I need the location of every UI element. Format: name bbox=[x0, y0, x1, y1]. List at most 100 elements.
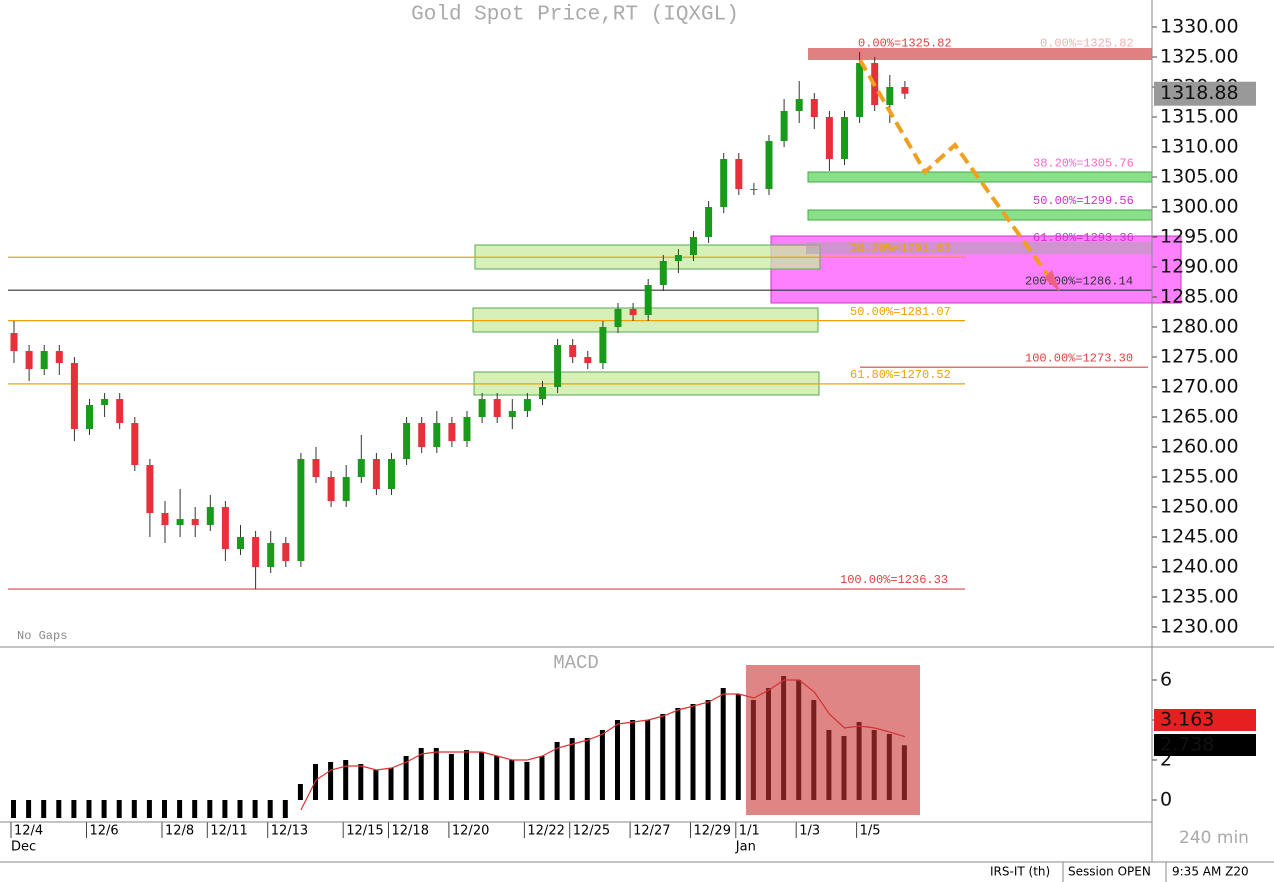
x-tick-label: 12/18 bbox=[392, 824, 429, 839]
candle-body bbox=[705, 207, 713, 238]
candle-body bbox=[55, 351, 63, 364]
histogram-bar bbox=[448, 754, 454, 800]
level-label: 0.00%=1325.82 bbox=[858, 36, 952, 50]
candle-body bbox=[388, 459, 395, 490]
candle-body bbox=[886, 87, 894, 106]
candle-body bbox=[765, 141, 773, 190]
histogram-bar bbox=[660, 714, 666, 800]
y-tick-label: 1275.00 bbox=[1160, 346, 1239, 368]
histogram-bar bbox=[343, 760, 349, 800]
signal-value: 3.163 bbox=[1160, 709, 1214, 731]
candle-body bbox=[463, 417, 471, 442]
candle-body bbox=[478, 399, 486, 418]
histogram-bar bbox=[26, 800, 32, 818]
y-tick-label: 1315.00 bbox=[1160, 106, 1239, 128]
histogram-bar bbox=[328, 762, 334, 800]
candle-body bbox=[690, 237, 697, 256]
histogram-bar bbox=[735, 694, 741, 800]
y-tick-label: 1235.00 bbox=[1160, 586, 1239, 608]
histogram-bar bbox=[584, 738, 590, 800]
x-tick-label: 12/20 bbox=[452, 824, 489, 839]
histogram-bar bbox=[41, 800, 47, 818]
histogram-bar bbox=[569, 738, 575, 800]
histogram-bar bbox=[720, 688, 726, 800]
candle-body bbox=[584, 357, 592, 364]
y-tick-label: 1255.00 bbox=[1160, 466, 1239, 488]
level-label: 38.20%=1305.76 bbox=[1033, 157, 1134, 171]
candle-body bbox=[795, 99, 803, 112]
histogram-bar bbox=[599, 730, 605, 800]
histogram-bar bbox=[222, 800, 228, 818]
histogram-bar bbox=[388, 768, 394, 800]
histogram-bar bbox=[252, 800, 258, 818]
candle-body bbox=[101, 399, 109, 406]
histogram-bar bbox=[131, 800, 137, 818]
histogram-bar bbox=[207, 800, 213, 818]
candle-body bbox=[116, 399, 124, 424]
candle-body bbox=[539, 387, 546, 400]
price-panel: 1230.00 1235.00 1240.00 1245.00 1250.00 1255.… bbox=[8, 16, 1256, 855]
value-box bbox=[1154, 734, 1256, 756]
histogram-bar bbox=[645, 720, 651, 800]
candle-body bbox=[221, 507, 229, 550]
y-tick-label: 1325.00 bbox=[1160, 46, 1239, 68]
histogram-bar bbox=[524, 762, 530, 800]
candle-body bbox=[720, 159, 728, 208]
histogram-bar bbox=[690, 704, 696, 800]
candle-body bbox=[599, 327, 607, 364]
x-tick-label: 12/15 bbox=[346, 824, 383, 839]
histogram-bar bbox=[192, 800, 198, 818]
x-tick-label: 12/8 bbox=[165, 824, 194, 839]
y-tick-label: 1295.00 bbox=[1160, 226, 1239, 248]
level-label: 100.00%=1236.33 bbox=[840, 573, 948, 587]
histogram-bar bbox=[101, 800, 107, 818]
histogram-bar bbox=[373, 770, 379, 800]
status: Session OPEN bbox=[1068, 865, 1151, 879]
y-tick-label: 1330.00 bbox=[1160, 16, 1239, 38]
y-tick-label: 1230.00 bbox=[1160, 616, 1239, 638]
candle-body bbox=[554, 345, 562, 388]
histogram-bar bbox=[539, 756, 545, 800]
candle-body bbox=[10, 333, 18, 352]
candle-body bbox=[312, 459, 320, 478]
y-tick-label: 1300.00 bbox=[1160, 196, 1239, 218]
level-label: 61.80%=1270.52 bbox=[850, 368, 951, 382]
histogram-bar bbox=[282, 800, 288, 818]
candle-body bbox=[252, 537, 260, 568]
candle-body bbox=[780, 111, 788, 142]
histogram-bar bbox=[358, 764, 364, 800]
candle-body bbox=[206, 507, 214, 526]
candle-body bbox=[659, 261, 667, 286]
value-box bbox=[1154, 709, 1256, 731]
candle-body bbox=[614, 309, 622, 328]
histogram-bar bbox=[56, 800, 62, 818]
x-tick-label: 12/11 bbox=[210, 824, 247, 839]
candle-body bbox=[841, 117, 848, 160]
y-tick-label: 1285.00 bbox=[1160, 286, 1239, 308]
histogram-bar bbox=[267, 800, 273, 818]
level-label: 61.80%=1293.36 bbox=[1033, 231, 1134, 245]
month-label: Jan bbox=[735, 840, 756, 855]
candle-body bbox=[176, 519, 184, 526]
x-tick-label: 12/22 bbox=[527, 824, 564, 839]
level-label: 100.00%=1273.30 bbox=[1025, 351, 1133, 365]
histogram-bar bbox=[71, 800, 77, 818]
histogram-bar bbox=[297, 784, 303, 800]
candle-body bbox=[856, 63, 864, 118]
histogram-bar bbox=[705, 700, 711, 800]
candle-body bbox=[146, 465, 154, 514]
last-price: 1318.88 bbox=[1160, 82, 1239, 104]
candle-body bbox=[418, 423, 426, 448]
level-label: 38.20%=1291.63 bbox=[850, 241, 951, 255]
histogram-bar bbox=[554, 742, 560, 800]
zone bbox=[806, 242, 1152, 254]
candle-body bbox=[674, 255, 682, 262]
x-tick-label: 12/6 bbox=[90, 824, 119, 839]
panel-title: MACD bbox=[553, 652, 599, 674]
y-tick-label: 6 bbox=[1160, 669, 1172, 691]
candle-body bbox=[342, 477, 350, 502]
note: No Gaps bbox=[17, 629, 67, 643]
candle-body bbox=[282, 543, 290, 562]
y-tick-label: 1250.00 bbox=[1160, 496, 1239, 518]
